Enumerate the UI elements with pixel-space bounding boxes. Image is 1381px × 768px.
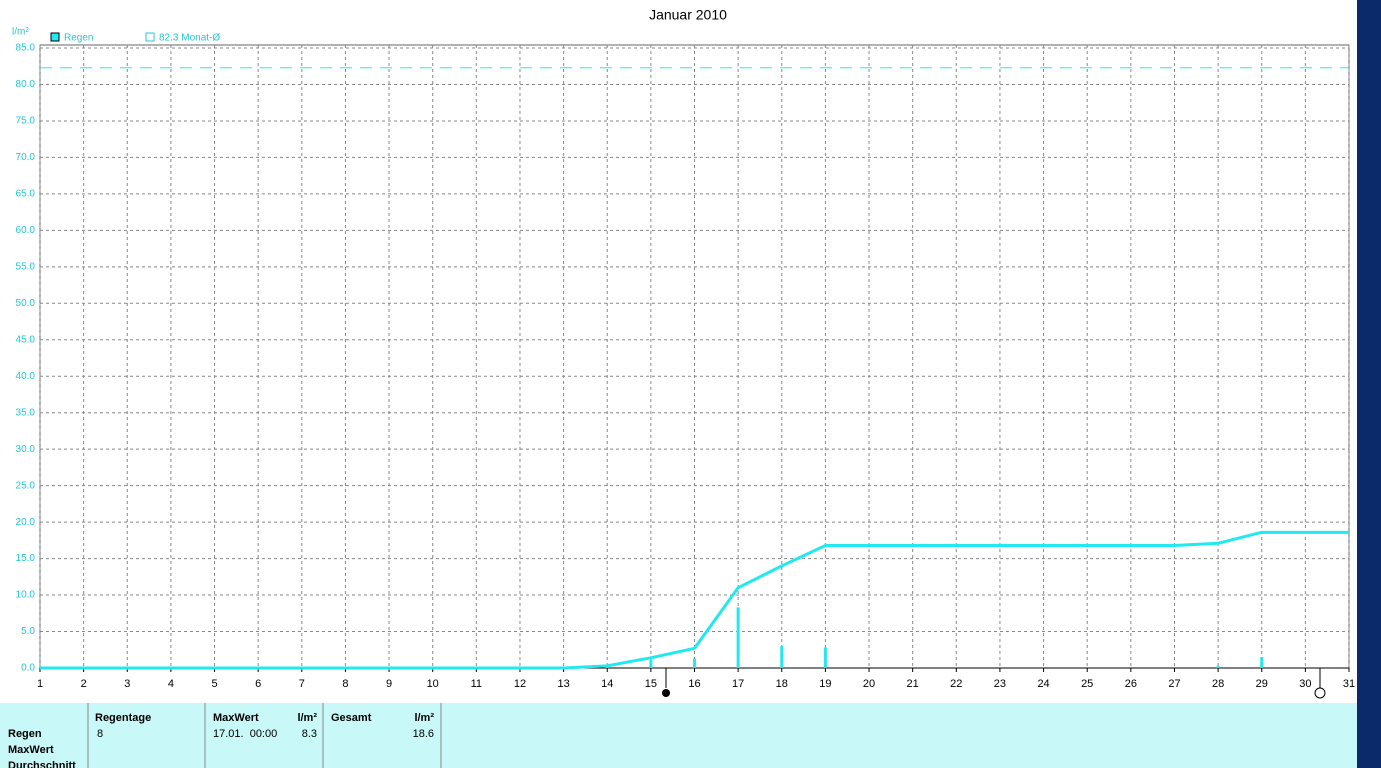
x-tick-label: 15	[645, 678, 657, 690]
y-axis-label: l/m²	[12, 27, 29, 38]
x-tick-label: 9	[386, 678, 392, 690]
table-header: l/m²	[414, 712, 434, 724]
cell: 17.01. 00:00	[213, 728, 277, 740]
y-tick-label: 85.0	[16, 43, 36, 54]
y-tick-label: 25.0	[16, 480, 36, 491]
bar	[1216, 665, 1220, 668]
legend-label: Regen	[64, 33, 93, 44]
stats-panel	[0, 703, 1357, 768]
bar	[736, 607, 740, 668]
table-header: l/m²	[297, 712, 317, 724]
y-tick-label: 0.0	[21, 663, 35, 674]
bar	[780, 646, 784, 668]
bar	[649, 659, 653, 668]
x-tick-label: 16	[688, 678, 700, 690]
x-tick-label: 27	[1168, 678, 1180, 690]
cell: 8.3	[302, 728, 317, 740]
table-header: Gesamt	[331, 712, 372, 724]
legend-swatch	[50, 32, 60, 42]
bar	[1260, 657, 1264, 668]
x-tick-label: 26	[1125, 678, 1137, 690]
x-tick-label: 20	[863, 678, 875, 690]
x-tick-label: 14	[601, 678, 613, 690]
x-tick-label: 18	[776, 678, 788, 690]
chart-title: Januar 2010	[649, 7, 727, 23]
x-tick-label: 30	[1299, 678, 1311, 690]
x-tick-label: 28	[1212, 678, 1224, 690]
y-tick-label: 80.0	[16, 79, 36, 90]
line	[40, 530, 1349, 670]
y-tick-label: 10.0	[16, 590, 36, 601]
y-tick-label: 70.0	[16, 152, 36, 163]
plot: 0.0 5.0 10.0 15.0 20.0 25.0 30.0 35.0 40.0 45.0 50…	[16, 43, 1356, 690]
y-tick-label: 60.0	[16, 225, 36, 236]
x-tick-label: 23	[994, 678, 1006, 690]
x-tick-label: 8	[342, 678, 348, 690]
y-tick-label: 15.0	[16, 553, 36, 564]
x-tick-label: 29	[1256, 678, 1268, 690]
x-tick-label: 11	[471, 678, 482, 690]
x-tick-label: 19	[819, 678, 831, 690]
legend-swatch	[145, 32, 155, 42]
x-tick-label: 4	[168, 678, 174, 690]
x-tick-label: 31	[1343, 678, 1355, 690]
y-tick-label: 65.0	[16, 189, 36, 200]
table-header: Regentage	[95, 712, 151, 724]
y-tick-label: 45.0	[16, 334, 36, 345]
x-tick-label: 10	[427, 678, 439, 690]
x-tick-label: 25	[1081, 678, 1093, 690]
y-tick-label: 55.0	[16, 261, 36, 272]
x-tick-label: 21	[907, 678, 919, 690]
y-tick-label: 50.0	[16, 298, 36, 309]
bar	[693, 658, 696, 668]
x-tick-label: 12	[514, 678, 526, 690]
row-label: Durchschnitt	[8, 760, 76, 768]
x-tick-label: 22	[950, 678, 962, 690]
y-tick-label: 35.0	[16, 407, 36, 418]
cell: 8	[97, 728, 103, 740]
x-tick-label: 6	[255, 678, 261, 690]
x-tick-label: 24	[1037, 678, 1049, 690]
x-tick-label: 7	[299, 678, 305, 690]
x-tick-label: 5	[211, 678, 217, 690]
x-tick-label: 3	[124, 678, 130, 690]
x-tick-label: 2	[81, 678, 87, 690]
full-moon-icon	[1314, 687, 1326, 699]
x-tick-label: 13	[557, 678, 569, 690]
y-tick-label: 20.0	[16, 517, 36, 528]
y-tick-label: 30.0	[16, 444, 36, 455]
y-tick-label: 40.0	[16, 371, 36, 382]
row-label: MaxWert	[8, 744, 54, 756]
y-tick-label: 75.0	[16, 116, 36, 127]
new-moon-icon	[662, 689, 670, 697]
x-tick-label: 17	[732, 678, 744, 690]
y-tick-label: 5.0	[21, 626, 35, 637]
desktop-edge	[1357, 0, 1381, 768]
x-tick-label: 1	[37, 678, 43, 690]
bar	[823, 647, 827, 668]
cell: 18.6	[413, 728, 434, 740]
table-header: MaxWert	[213, 712, 259, 724]
legend-label: 82.3 Monat-Ø	[159, 33, 220, 44]
row-label: Regen	[8, 728, 42, 740]
